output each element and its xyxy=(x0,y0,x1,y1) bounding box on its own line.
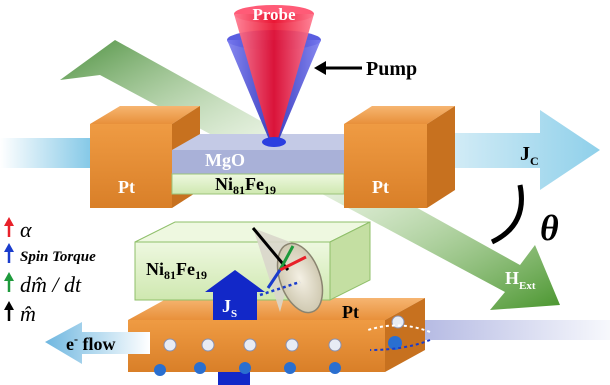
electron-flow-label: e- flow xyxy=(66,332,116,354)
js-arrow xyxy=(205,270,265,320)
pt-right-label: Pt xyxy=(372,177,389,197)
spin-torque-vector xyxy=(266,269,282,289)
dmdt-vector xyxy=(278,245,295,271)
legend-m-text: m̂ xyxy=(20,301,36,326)
legend-dmdt xyxy=(4,272,14,292)
theta-label: θ xyxy=(540,208,559,248)
jc-label: JC xyxy=(520,143,539,168)
legend-m xyxy=(4,301,14,321)
js-label: JS xyxy=(222,296,237,320)
hext-label: HExt xyxy=(505,268,536,292)
legend-alpha xyxy=(4,217,14,237)
spin-flip-dotted xyxy=(367,324,431,333)
alpha-vector xyxy=(279,255,307,272)
pump-pointer-arrow xyxy=(314,61,362,75)
probe-label: Probe xyxy=(252,5,296,24)
spin-dotted-path xyxy=(259,280,301,297)
pt-bottom-label: Pt xyxy=(342,302,359,322)
pt-spins xyxy=(154,315,405,376)
legend-dmdt-text: dm̂ / dt xyxy=(20,272,82,297)
nife-top-label: Ni81Fe19 xyxy=(215,174,276,197)
jc-arrow xyxy=(0,110,600,190)
electron-in-band xyxy=(425,320,610,340)
pt-bottom-slab xyxy=(128,298,425,372)
nife-bottom-label: Ni81Fe19 xyxy=(146,259,207,282)
pt-left-label: Pt xyxy=(118,177,135,197)
pt-right-block xyxy=(344,106,455,208)
theta-arc xyxy=(490,184,524,245)
precession-cone xyxy=(253,228,324,314)
legend-alpha-text: α xyxy=(20,217,32,242)
spin-flip-dotted-blue xyxy=(369,339,431,351)
legend-spin-torque-text: Spin Torque xyxy=(20,249,96,265)
electron-flow-arrow xyxy=(45,322,150,364)
pump-label: Pump xyxy=(366,58,417,80)
legend-spin-torque xyxy=(4,243,14,263)
probe-beam xyxy=(234,5,314,142)
mgo-label: MgO xyxy=(205,150,245,170)
bottom-current-bar xyxy=(218,372,250,385)
beam-spot xyxy=(262,137,286,147)
